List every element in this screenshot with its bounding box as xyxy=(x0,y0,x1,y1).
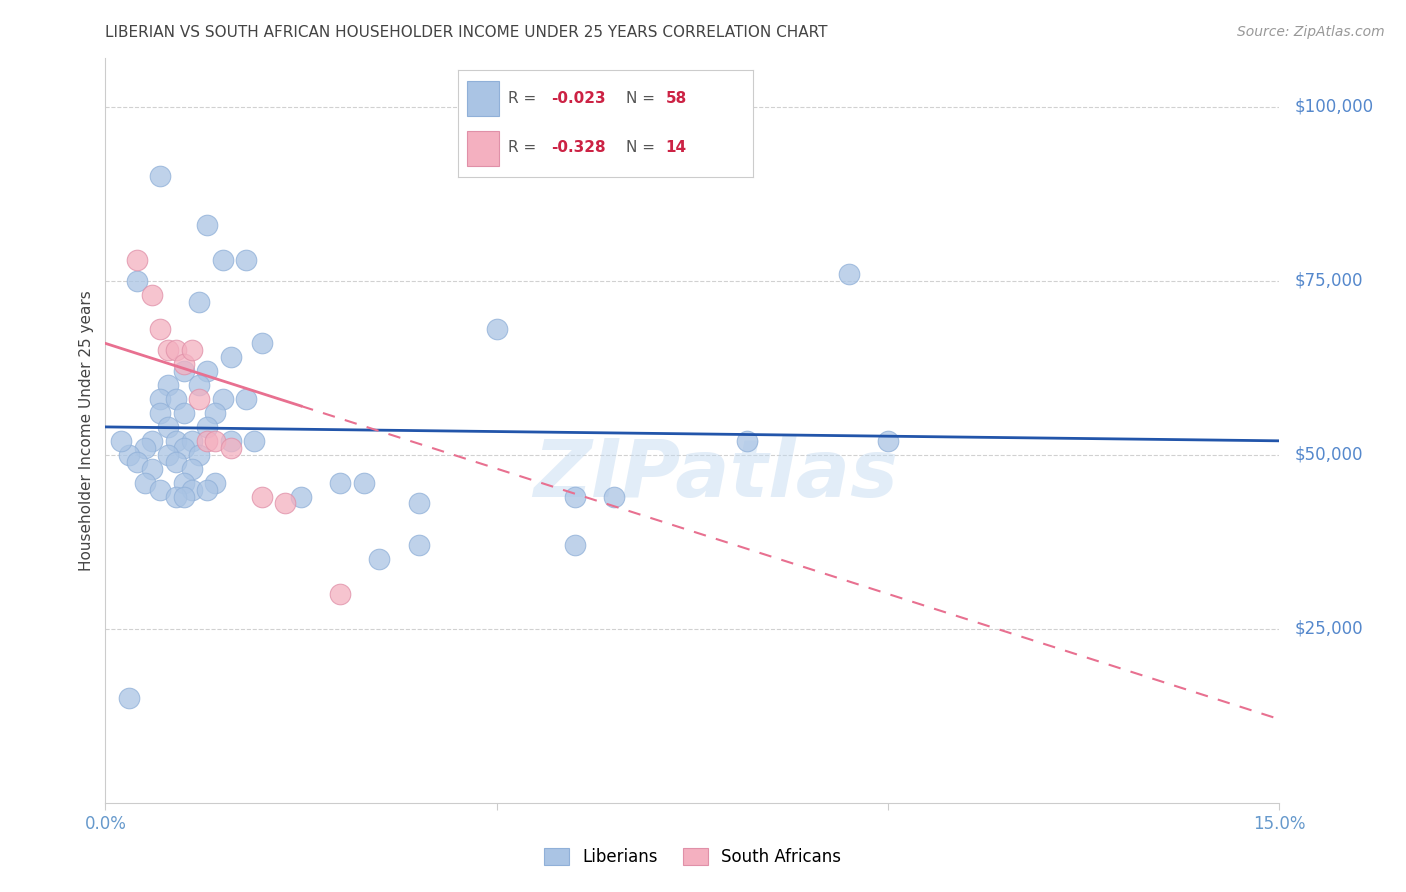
Y-axis label: Householder Income Under 25 years: Householder Income Under 25 years xyxy=(79,290,94,571)
Text: $75,000: $75,000 xyxy=(1295,272,1364,290)
Point xyxy=(188,392,211,406)
Text: -0.328: -0.328 xyxy=(551,140,606,155)
Point xyxy=(195,218,218,232)
Point xyxy=(877,434,900,448)
Point xyxy=(188,294,211,309)
Point xyxy=(165,392,187,406)
Point xyxy=(173,475,195,490)
Point xyxy=(485,322,508,336)
Point xyxy=(118,448,141,462)
Text: R =: R = xyxy=(508,91,541,106)
Point xyxy=(204,475,226,490)
Point xyxy=(219,434,242,448)
Point xyxy=(188,448,211,462)
Point xyxy=(173,357,195,371)
Point xyxy=(250,490,273,504)
FancyBboxPatch shape xyxy=(467,81,499,116)
Point xyxy=(141,434,163,448)
Point xyxy=(250,336,273,351)
Point xyxy=(211,392,233,406)
Point xyxy=(157,420,180,434)
Point xyxy=(274,496,297,510)
Point xyxy=(838,267,860,281)
Point xyxy=(165,434,187,448)
Point xyxy=(180,343,202,358)
Point xyxy=(149,392,172,406)
Point xyxy=(195,364,218,378)
Point xyxy=(180,483,202,497)
Point xyxy=(118,691,141,706)
Point xyxy=(180,461,202,475)
Point xyxy=(149,406,172,420)
Point xyxy=(165,343,187,358)
Point xyxy=(134,475,156,490)
Point xyxy=(149,169,172,184)
Text: $50,000: $50,000 xyxy=(1295,446,1364,464)
Point xyxy=(157,343,180,358)
Text: Source: ZipAtlas.com: Source: ZipAtlas.com xyxy=(1237,25,1385,39)
Point xyxy=(235,252,257,267)
Point xyxy=(180,434,202,448)
Text: 14: 14 xyxy=(666,140,688,155)
Point xyxy=(173,490,195,504)
Text: N =: N = xyxy=(626,140,659,155)
Text: $100,000: $100,000 xyxy=(1295,98,1374,116)
Point xyxy=(195,483,218,497)
Text: N =: N = xyxy=(626,91,659,106)
Point xyxy=(149,483,172,497)
Point xyxy=(141,287,163,301)
Point xyxy=(211,252,233,267)
Point xyxy=(149,322,172,336)
Point xyxy=(165,490,187,504)
Point xyxy=(368,552,391,566)
Point xyxy=(219,351,242,365)
Point xyxy=(195,420,218,434)
Point xyxy=(125,455,148,469)
FancyBboxPatch shape xyxy=(467,131,499,167)
Text: -0.023: -0.023 xyxy=(551,91,606,106)
Point xyxy=(125,274,148,288)
Point xyxy=(219,441,242,455)
Point xyxy=(735,434,758,448)
Point xyxy=(408,496,430,510)
Point xyxy=(157,378,180,392)
Point xyxy=(564,538,586,552)
Point xyxy=(195,434,218,448)
Point xyxy=(173,364,195,378)
Point xyxy=(329,587,352,601)
Text: R =: R = xyxy=(508,140,541,155)
Point xyxy=(204,434,226,448)
Point xyxy=(235,392,257,406)
Point xyxy=(243,434,266,448)
Point xyxy=(603,490,626,504)
Point xyxy=(173,406,195,420)
Point xyxy=(110,434,132,448)
Point xyxy=(165,455,187,469)
Point xyxy=(353,475,375,490)
Text: LIBERIAN VS SOUTH AFRICAN HOUSEHOLDER INCOME UNDER 25 YEARS CORRELATION CHART: LIBERIAN VS SOUTH AFRICAN HOUSEHOLDER IN… xyxy=(105,25,828,40)
Legend: Liberians, South Africans: Liberians, South Africans xyxy=(537,841,848,872)
Point xyxy=(125,252,148,267)
Text: ZIPatlas: ZIPatlas xyxy=(533,436,898,514)
Point xyxy=(564,490,586,504)
Point xyxy=(408,538,430,552)
Point xyxy=(134,441,156,455)
Point xyxy=(157,448,180,462)
Point xyxy=(290,490,312,504)
Point xyxy=(329,475,352,490)
Text: $25,000: $25,000 xyxy=(1295,620,1364,638)
Point xyxy=(141,461,163,475)
Point xyxy=(204,406,226,420)
Point xyxy=(173,441,195,455)
Text: 58: 58 xyxy=(666,91,688,106)
Point xyxy=(188,378,211,392)
